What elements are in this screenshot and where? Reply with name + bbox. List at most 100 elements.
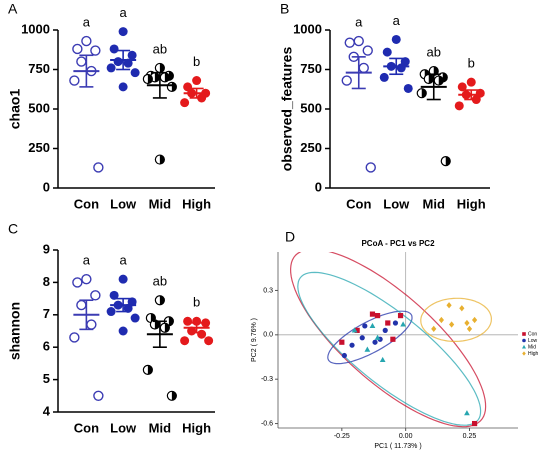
point [76,56,87,67]
significance-letter: a [83,253,91,268]
point [93,162,104,173]
point [118,27,128,37]
y-tick-label: 750 [28,61,50,76]
point-half [154,72,160,82]
point [339,339,345,345]
point [90,45,101,56]
y-tick-label: 750 [300,61,322,76]
panel-label: D [285,229,295,245]
y-tick-label: -0.6 [261,420,273,427]
point [459,305,465,312]
legend-label: High [528,351,539,357]
point-half [159,295,165,305]
point [379,72,389,82]
point [372,339,378,345]
point [354,327,360,333]
legend-marker [522,344,526,349]
point-half [433,66,439,76]
point [90,290,101,301]
panel-label: B [280,1,289,17]
plot-title: PCoA - PC1 vs PC2 [361,239,435,248]
point [81,273,92,285]
x-tick-label: Low [110,196,137,211]
point [180,336,190,346]
point-half [438,76,444,86]
error-bar [152,71,167,99]
y-tick-label: 0.3 [263,287,273,294]
point [379,356,386,363]
point-half [428,74,434,84]
point [349,342,355,348]
point [113,57,123,67]
point [341,352,347,359]
point [385,320,391,326]
point-half [171,391,177,401]
point [106,63,116,73]
significance-letter: b [193,295,200,310]
y-tick-label: 7 [43,306,50,321]
significance-letter: a [355,14,363,29]
x-tick-label: Con [346,196,371,211]
point-half [164,323,170,333]
point [369,322,376,329]
point [362,323,368,329]
significance-letter: ab [427,45,441,60]
point [118,274,128,284]
point [433,75,444,86]
y-tick-label: 1000 [21,21,50,36]
point-half [445,156,451,166]
y-tick-label: 250 [300,140,322,155]
error-bar [351,56,366,90]
point [382,327,388,333]
error-bar [79,54,94,88]
y-tick-label: 4 [43,403,51,418]
point [109,44,119,54]
point [166,81,177,92]
x-axis-label: PC1 ( 11.73% ) [374,443,421,450]
y-tick-label: 500 [300,100,322,115]
legend-label: Low [528,338,538,344]
y-tick-label: 6 [43,339,50,354]
point [72,43,83,55]
confidence-ellipse [289,252,487,428]
point [149,319,160,330]
point-half [147,365,153,375]
y-tick-label: 8 [43,274,50,289]
y-tick-label: 500 [28,100,50,115]
point-half [421,88,427,98]
significance-letter: ab [153,41,167,56]
x-tick-label: High [182,420,211,435]
point-half [442,72,448,82]
y-tick-label: 0.0 [263,332,273,339]
y-axis-label: observed_features [279,47,295,172]
point [86,319,97,330]
point [341,75,352,86]
x-tick-label: Mid [149,196,171,211]
y-tick-label: 250 [28,140,50,155]
point [130,313,140,323]
error-bar [426,73,441,101]
error-bar [116,49,131,71]
point [130,68,140,78]
point [369,311,376,317]
point [204,336,214,346]
point [142,73,153,85]
point [454,101,464,111]
error-bar [79,299,94,331]
confidence-ellipse [420,297,493,342]
point [446,302,452,309]
point-half [159,155,165,165]
point [154,295,165,306]
y-axis-label: PC2 ( 9.76% ) [251,318,258,362]
x-tick-label: -0.25 [334,433,350,440]
x-tick-label: Con [74,420,99,435]
point [428,65,439,77]
point [344,37,355,48]
point [351,327,358,333]
point [471,316,478,324]
x-tick-label: Con [74,196,99,211]
point [118,326,128,336]
confidence-ellipse [297,271,482,426]
point [106,307,116,317]
point [449,321,455,328]
